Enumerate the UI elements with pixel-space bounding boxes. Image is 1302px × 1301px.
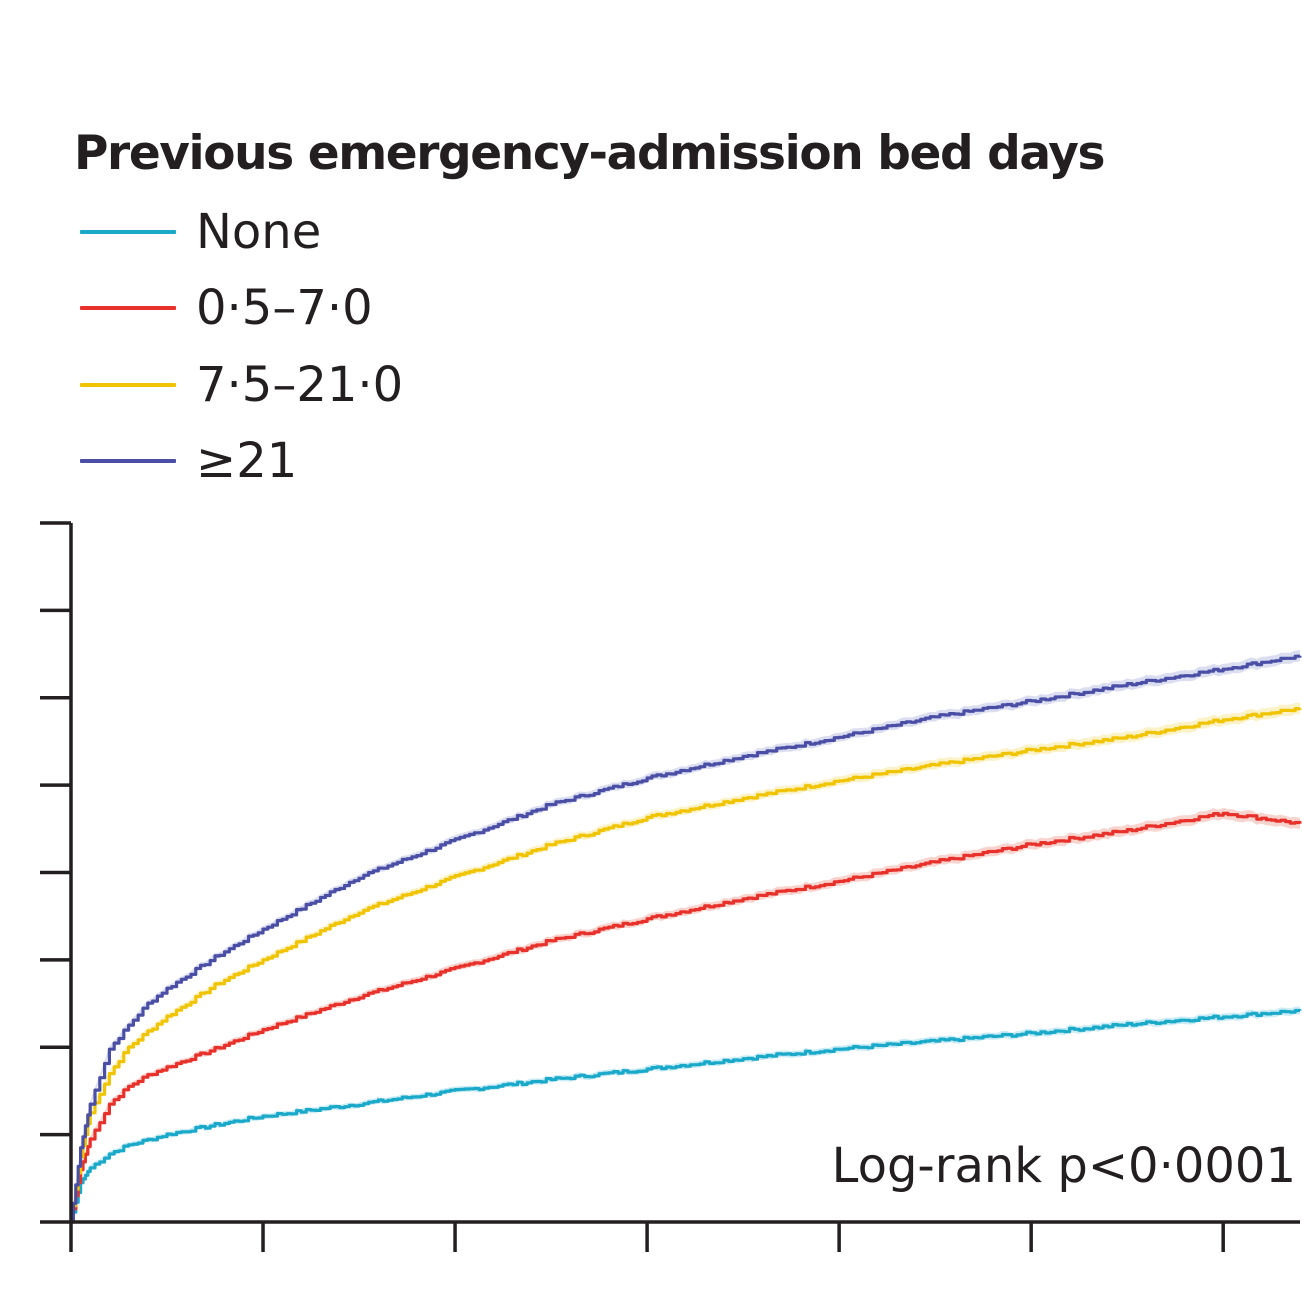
legend-label: 0·5–7·0	[196, 280, 373, 336]
legend-item: None	[80, 202, 321, 262]
legend-swatch	[80, 459, 176, 463]
confidence-band	[71, 807, 1300, 1222]
series-line	[71, 707, 1302, 1224]
legend-item: 7·5–21·0	[80, 355, 403, 415]
series-lines	[71, 654, 1302, 1224]
log-rank-annotation: Log-rank p<0·0001	[831, 1138, 1296, 1194]
confidence-bands	[71, 650, 1300, 1222]
legend-swatch	[80, 383, 176, 387]
series-line	[71, 811, 1302, 1224]
series-line	[71, 1008, 1302, 1224]
legend-title: Previous emergency-admission bed days	[74, 126, 1106, 181]
series-line	[71, 654, 1302, 1224]
legend-swatch	[80, 230, 176, 234]
legend-swatch	[80, 306, 176, 310]
legend-item: 0·5–7·0	[80, 278, 373, 338]
legend-label: 7·5–21·0	[196, 357, 404, 413]
legend-label: None	[196, 204, 322, 260]
axes	[40, 521, 1300, 1252]
legend-label: ≥21	[196, 433, 298, 489]
legend-item: ≥21	[80, 431, 297, 491]
